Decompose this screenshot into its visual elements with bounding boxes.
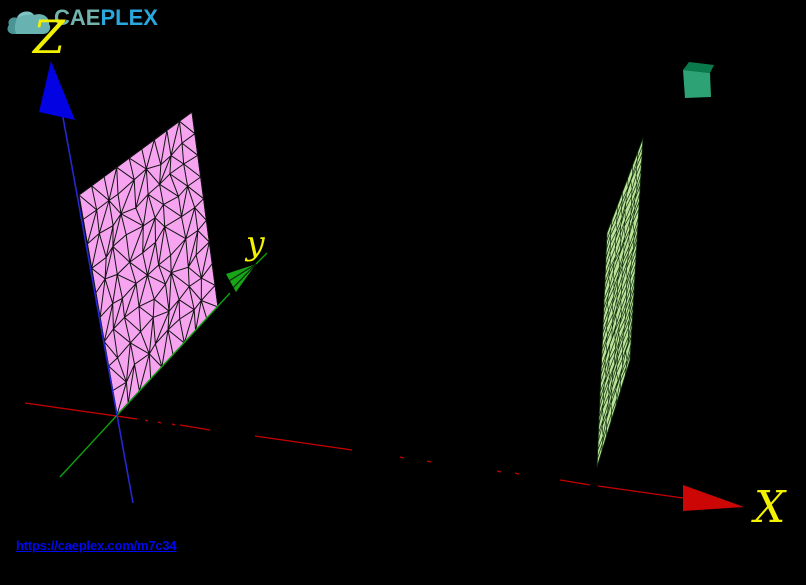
pink-plate-mesh-edges [78,111,219,416]
logo-wordmark: CAEPLEX [54,7,158,29]
cloud-icon [7,11,51,35]
cube-top-face [683,62,714,73]
pink-plate-mesh [78,111,219,417]
axis-label-x: X [754,482,786,533]
x-axis-line [24,402,684,499]
axis-label-z: Z [33,10,65,64]
logo-text-cae: CAE [54,5,101,30]
z-axis-arrow [39,61,75,120]
logo-text-plex: PLEX [100,5,158,30]
share-link[interactable]: https://caeplex.com/m7c34 [16,538,177,553]
z-axis-line [61,111,134,504]
axis-label-y: y [246,223,265,262]
y-axis-line [59,252,268,478]
x-axis-arrow [683,485,744,511]
y-axis-arrow-facet [228,263,257,282]
y-axis-arrow-facet [232,263,257,289]
cube-front-face [683,70,711,98]
caeplex-logo[interactable]: CAEPLEX [6,4,158,38]
green-plate-mesh-edges [596,137,644,468]
